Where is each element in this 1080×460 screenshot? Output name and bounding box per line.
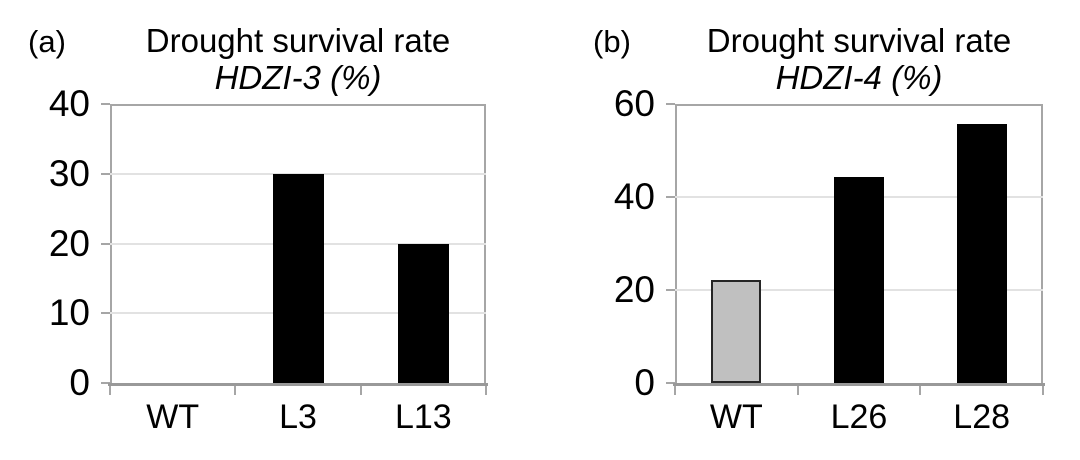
x-category-label-l13: L13	[394, 398, 452, 436]
panel-a-label: (a)	[28, 24, 66, 59]
bar-l3	[272, 173, 324, 383]
x-category-label-l28: L28	[953, 398, 1011, 436]
y-tick-label-0: 0	[69, 362, 90, 403]
y-tick-label-40: 40	[48, 83, 90, 124]
y-tick-60	[666, 103, 675, 105]
y-tick-20	[666, 289, 675, 291]
y-tick-30	[101, 172, 110, 175]
y-tick-40	[666, 196, 675, 198]
y-tick-label-40: 40	[613, 176, 655, 217]
y-tick-label-10: 10	[48, 292, 90, 334]
x-axis-line	[108, 383, 488, 386]
bar-l28	[956, 124, 1007, 383]
x-category-label-wt: WT	[709, 398, 763, 436]
x-tick-2	[919, 386, 922, 395]
y-tick-40	[101, 103, 110, 105]
panel-a-title-line2: HDZI-3 (%)	[214, 59, 382, 96]
y-tick-0	[666, 382, 675, 384]
x-tick-1	[796, 386, 799, 395]
x-tick-1	[234, 386, 237, 395]
bar-l26	[834, 176, 884, 383]
panel-b-title: Drought survival rate HDZI-4 (%)	[707, 22, 1011, 96]
y-tick-label-20: 20	[613, 269, 655, 310]
panel-b-title-line2: HDZI-4 (%)	[775, 59, 943, 96]
x-tick-0	[674, 386, 676, 395]
bar-l13	[397, 243, 449, 383]
x-tick-0	[109, 386, 111, 395]
x-axis-line	[673, 383, 1045, 386]
panel-a-title-line1: Drought survival rate	[145, 22, 451, 59]
x-tick-2	[359, 386, 362, 395]
panel-b-label: (b)	[593, 24, 631, 59]
x-category-label-l26: L26	[830, 398, 888, 436]
bar-wt	[711, 279, 762, 383]
y-tick-label-60: 60	[613, 83, 655, 124]
x-tick-3	[1042, 386, 1044, 395]
y-tick-label-20: 20	[48, 222, 90, 264]
y-tick-label-0: 0	[634, 362, 655, 403]
panel-b-title-line1: Drought survival rate	[706, 22, 1012, 59]
y-tick-label-30: 30	[48, 152, 90, 194]
y-tick-0	[101, 382, 110, 384]
y-tick-20	[101, 242, 110, 245]
x-tick-3	[485, 386, 487, 395]
x-category-label-l3: L3	[279, 398, 317, 436]
x-category-label-wt: WT	[146, 398, 200, 436]
panel-a-title: Drought survival rate HDZI-3 (%)	[146, 22, 450, 96]
y-tick-10	[101, 312, 110, 315]
